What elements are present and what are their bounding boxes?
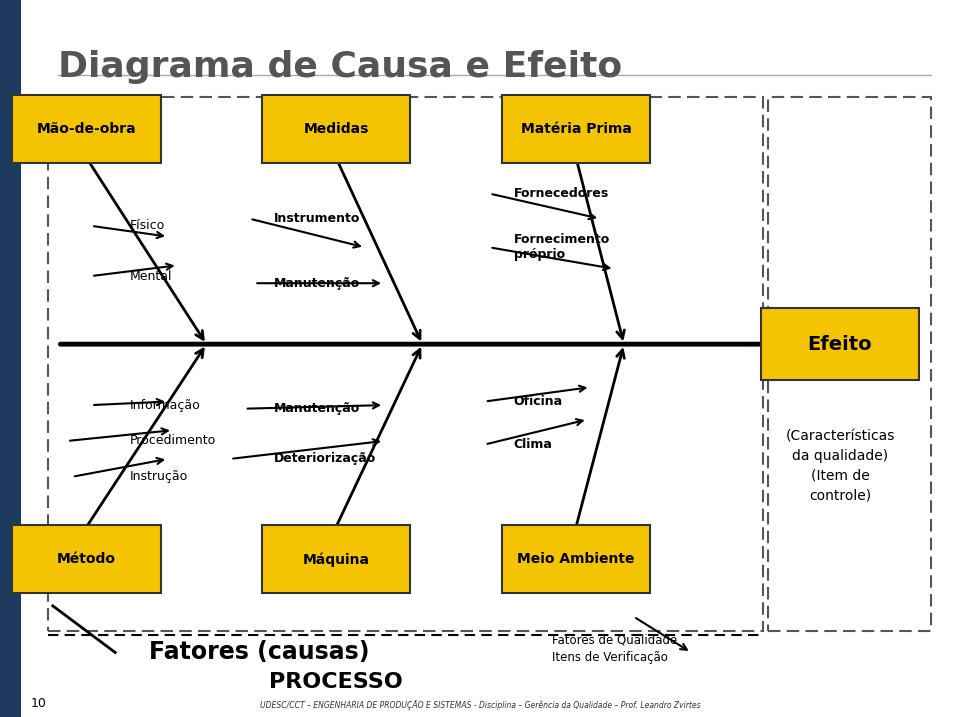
Text: Instrumento: Instrumento <box>274 212 360 225</box>
Text: Diagrama de Causa e Efeito: Diagrama de Causa e Efeito <box>58 50 622 84</box>
Text: Meio Ambiente: Meio Ambiente <box>517 552 635 566</box>
Text: Informação: Informação <box>130 399 201 412</box>
Text: Matéria Prima: Matéria Prima <box>520 122 632 136</box>
Text: Mental: Mental <box>130 270 172 282</box>
Text: Fornecimento
próprio: Fornecimento próprio <box>514 233 610 262</box>
Text: Manutenção: Manutenção <box>274 277 360 290</box>
FancyBboxPatch shape <box>501 95 651 163</box>
FancyBboxPatch shape <box>760 308 920 380</box>
Text: 10: 10 <box>31 697 46 710</box>
Text: Fatores de Qualidade
Itens de Verificação: Fatores de Qualidade Itens de Verificaçã… <box>552 634 677 664</box>
Text: Medidas: Medidas <box>303 122 369 136</box>
Text: PROCESSO: PROCESSO <box>269 672 403 692</box>
FancyBboxPatch shape <box>12 95 161 163</box>
Text: Clima: Clima <box>514 438 552 451</box>
Text: Manutenção: Manutenção <box>274 402 360 415</box>
FancyBboxPatch shape <box>501 525 651 594</box>
Text: Efeito: Efeito <box>807 335 873 353</box>
Text: Máquina: Máquina <box>302 552 370 566</box>
FancyBboxPatch shape <box>0 0 21 717</box>
FancyBboxPatch shape <box>12 525 161 594</box>
Text: Oficina: Oficina <box>514 395 563 408</box>
Text: Fornecedores: Fornecedores <box>514 187 609 200</box>
Text: (Características
da qualidade)
(Item de
controle): (Características da qualidade) (Item de … <box>785 429 895 503</box>
Text: Método: Método <box>57 552 116 566</box>
Text: Fatores (causas): Fatores (causas) <box>149 640 370 665</box>
FancyBboxPatch shape <box>261 525 411 594</box>
FancyBboxPatch shape <box>261 95 411 163</box>
Text: Deteriorização: Deteriorização <box>274 452 376 465</box>
Text: UDESC/CCT – ENGENHARIA DE PRODUÇÃO E SISTEMAS - Disciplina – Gerência da Qualida: UDESC/CCT – ENGENHARIA DE PRODUÇÃO E SIS… <box>260 700 700 710</box>
Text: Instrução: Instrução <box>130 470 188 483</box>
Text: Procedimento: Procedimento <box>130 435 216 447</box>
Text: Mão-de-obra: Mão-de-obra <box>36 122 136 136</box>
Text: Físico: Físico <box>130 219 165 232</box>
